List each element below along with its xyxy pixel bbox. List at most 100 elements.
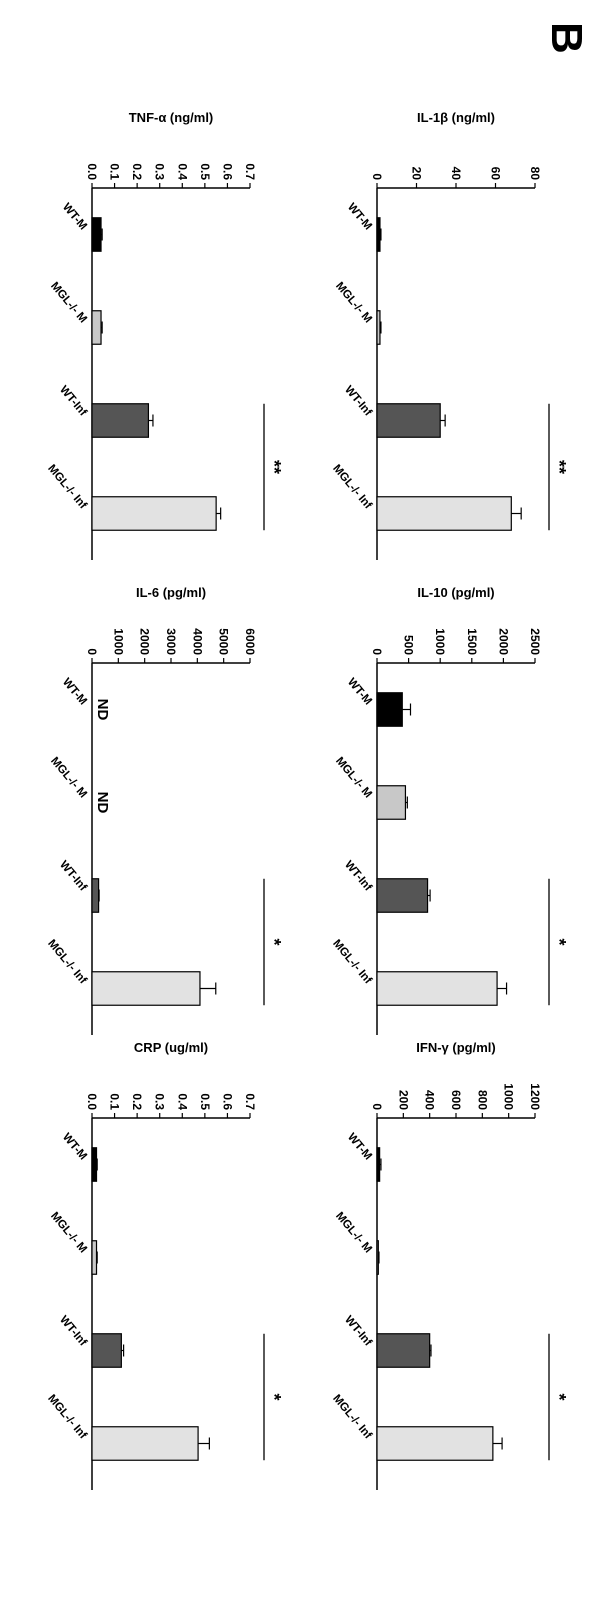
category-label: WT-M	[345, 1131, 374, 1162]
bar-mgl-m	[91, 310, 102, 345]
bar-mgl-inf	[91, 496, 217, 531]
bar-chart-4: 0.0 0.1 0.2 0.3 0.4 0.5 0.6 0.7 TNF-α (ng/ml) WT-…	[45, 110, 284, 560]
y-axis-label: IFN-γ (pg/ml)	[416, 1040, 495, 1055]
category-label: MGL-/- Inf	[45, 938, 89, 987]
category-label: MGL-/- M	[333, 280, 374, 325]
y-tick-label: 5000	[217, 628, 231, 655]
y-tick-label: 2000	[496, 628, 510, 655]
y-tick-label: 0.5	[198, 1093, 212, 1110]
y-axis-label: CRP (ug/ml)	[134, 1040, 208, 1055]
category-label: WT-Inf	[342, 384, 374, 419]
y-tick-label: 0.2	[130, 163, 144, 180]
category-label: MGL-/- M	[48, 755, 89, 800]
y-tick-label: 60	[489, 167, 503, 181]
category-label: MGL-/- M	[48, 280, 89, 325]
category-label: MGL-/- Inf	[330, 938, 374, 987]
category-label: WT-M	[345, 201, 374, 232]
bar-mgl-m	[376, 785, 407, 820]
y-tick-label: 400	[423, 1090, 437, 1110]
y-tick-label: 4000	[190, 628, 204, 655]
bar-wt-inf	[376, 878, 429, 913]
y-axis-label: TNF-α (ng/ml)	[129, 110, 214, 125]
y-tick-label: 600	[449, 1090, 463, 1110]
bar-chart-3: 0 200 400 600 800 1000 1200 IFN-γ (pg/ml) WT-M MG…	[330, 1040, 569, 1490]
category-label: WT-Inf	[342, 859, 374, 894]
category-label: WT-M	[345, 676, 374, 707]
category-label: WT-Inf	[57, 1314, 89, 1349]
bar-wt-m	[91, 217, 102, 252]
bar-wt-inf	[376, 1333, 431, 1368]
y-tick-label: 20	[410, 167, 424, 181]
y-tick-label: 0.3	[153, 163, 167, 180]
bar-mgl-m	[376, 310, 381, 345]
y-tick-label: 0	[370, 648, 384, 655]
y-tick-label: 0	[85, 648, 99, 655]
significance-marker: *	[549, 938, 569, 945]
category-label: WT-M	[60, 201, 89, 232]
category-label: MGL-/- M	[48, 1210, 89, 1255]
y-tick-label: 2500	[528, 628, 542, 655]
y-tick-label: 0.6	[220, 163, 234, 180]
y-tick-label: 0.1	[108, 163, 122, 180]
y-tick-label: 1500	[465, 628, 479, 655]
y-tick-label: 0.7	[243, 1093, 257, 1110]
y-axis-label: IL-6 (pg/ml)	[136, 585, 206, 600]
bar-wt-m	[376, 1147, 381, 1182]
category-label: MGL-/- Inf	[45, 1393, 89, 1442]
significance-marker: **	[549, 460, 569, 474]
category-label: MGL-/- Inf	[45, 463, 89, 512]
y-tick-label: 0.7	[243, 163, 257, 180]
bar-wt-m	[91, 1147, 98, 1182]
y-tick-label: 6000	[243, 628, 257, 655]
category-label: MGL-/- M	[333, 1210, 374, 1255]
y-tick-label: 0	[370, 173, 384, 180]
bar-mgl-inf	[376, 971, 498, 1006]
y-tick-label: 0.4	[175, 163, 189, 180]
bar-chart-6: 0.0 0.1 0.2 0.3 0.4 0.5 0.6 0.7 CRP (ug/ml) WT-M M…	[45, 1040, 284, 1490]
category-label: MGL-/- M	[333, 755, 374, 800]
bar-chart-2: 0 500 1000 1500 2000 2500 IL-10 (pg/ml) WT-M MGL…	[330, 585, 569, 1035]
y-tick-label: 1200	[528, 1083, 542, 1110]
bar-wt-inf	[91, 878, 100, 913]
y-tick-label: 1000	[502, 1083, 516, 1110]
y-tick-label: 80	[528, 167, 542, 181]
significance-marker: *	[549, 1393, 569, 1400]
bar-wt-inf	[376, 403, 441, 438]
y-tick-label: 40	[449, 167, 463, 181]
y-tick-label: 1000	[111, 628, 125, 655]
y-tick-label: 0.4	[175, 1093, 189, 1110]
y-axis-label: IL-10 (pg/ml)	[417, 585, 494, 600]
bar-mgl-inf	[91, 1426, 199, 1461]
bar-wt-inf	[91, 1333, 122, 1368]
y-tick-label: 1000	[433, 628, 447, 655]
bar-mgl-inf	[376, 496, 512, 531]
category-label: MGL-/- Inf	[330, 1393, 374, 1442]
category-label: WT-M	[60, 676, 89, 707]
y-tick-label: 0.0	[85, 1093, 99, 1110]
significance-marker: *	[264, 938, 284, 945]
bar-chart-1: 0 20 40 60 80 IL-1β (ng/ml) WT-M MGL-/- M WT-Inf…	[330, 110, 569, 560]
bar-wt-m	[376, 217, 381, 252]
y-tick-label: 3000	[164, 628, 178, 655]
bar-mgl-inf	[91, 971, 201, 1006]
y-tick-label: 0.0	[85, 163, 99, 180]
y-tick-label: 0.1	[108, 1093, 122, 1110]
category-label: WT-Inf	[57, 859, 89, 894]
y-tick-label: 500	[402, 635, 416, 655]
y-tick-label: 0.5	[198, 163, 212, 180]
y-tick-label: 200	[396, 1090, 410, 1110]
y-tick-label: 0	[370, 1103, 384, 1110]
significance-marker: **	[264, 460, 284, 474]
category-label: WT-Inf	[57, 384, 89, 419]
y-axis-label: IL-1β (ng/ml)	[417, 110, 495, 125]
y-tick-label: 800	[475, 1090, 489, 1110]
bar-mgl-m	[91, 1240, 98, 1275]
category-label: MGL-/- Inf	[330, 463, 374, 512]
y-tick-label: 2000	[138, 628, 152, 655]
significance-marker: *	[264, 1393, 284, 1400]
y-tick-label: 0.3	[153, 1093, 167, 1110]
category-label: WT-Inf	[342, 1314, 374, 1349]
